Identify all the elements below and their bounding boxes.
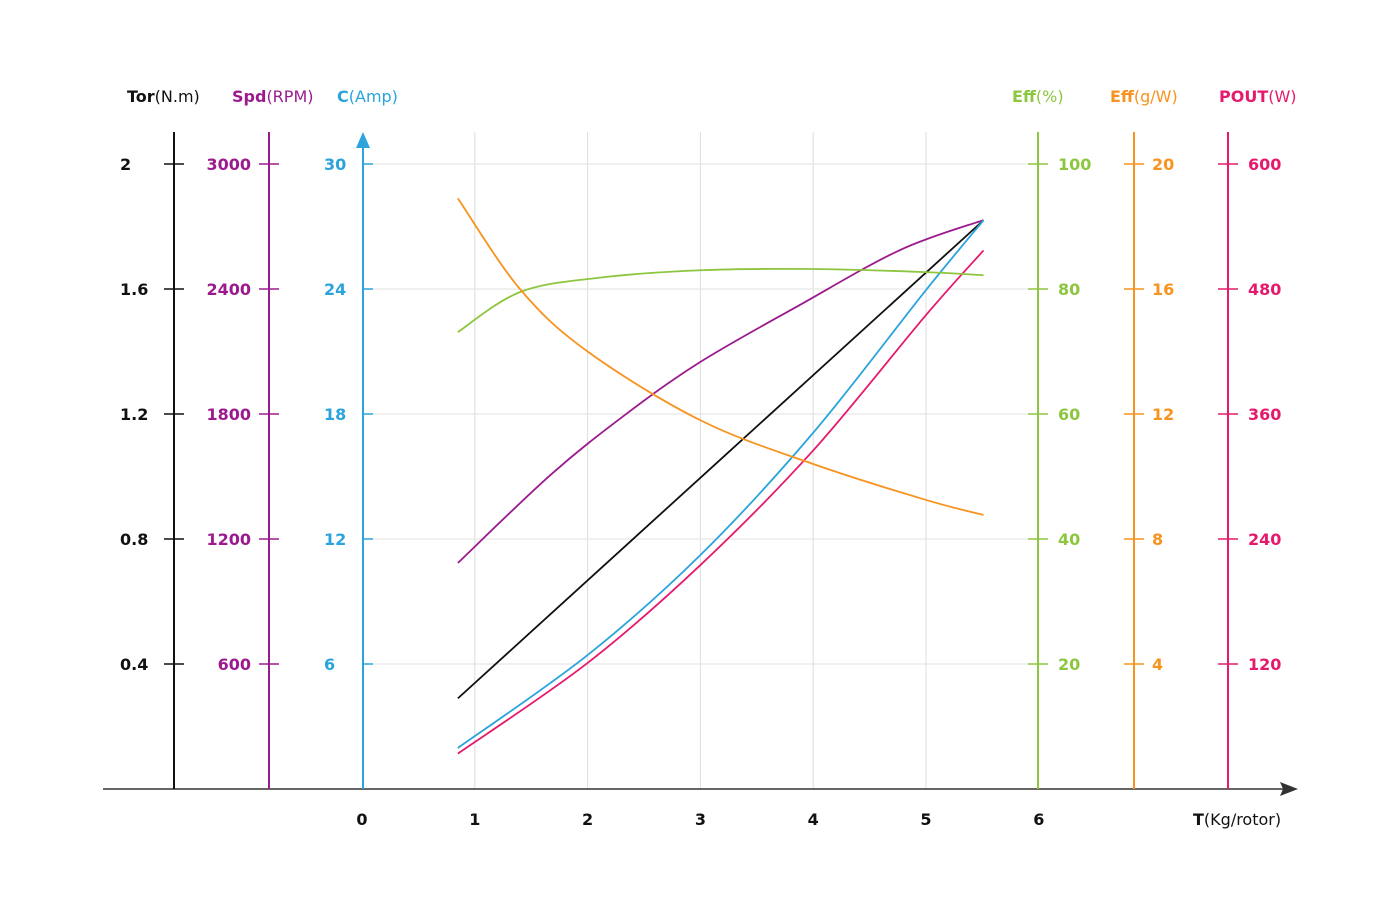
cur-tick-label: 6 <box>324 655 335 674</box>
cur-tick-label: 30 <box>324 155 346 174</box>
tor-tick-label: 0.4 <box>120 655 148 674</box>
series-line-tor <box>457 219 985 700</box>
cur-tick-label: 12 <box>324 530 346 549</box>
tor-tick-label: 1.2 <box>120 405 148 424</box>
cur-tick-label: 18 <box>324 405 346 424</box>
x-tick-label: 1 <box>469 810 480 829</box>
effp-tick-label: 80 <box>1058 280 1080 299</box>
pout-tick-label: 480 <box>1248 280 1281 299</box>
cur-axis-title: C(Amp) <box>337 87 398 106</box>
cur-axis-title-unit: (Amp) <box>349 87 398 106</box>
x-tick-label: 3 <box>695 810 706 829</box>
series-line-spd <box>457 219 984 564</box>
spd-axis-title-name: Spd <box>232 87 266 106</box>
effp-tick-label: 20 <box>1058 655 1080 674</box>
pout-tick-label: 120 <box>1248 655 1281 674</box>
current-axis-arrow-icon <box>356 132 370 148</box>
x-axis-label-bold: T <box>1193 810 1204 829</box>
effp-tick-label: 60 <box>1058 405 1080 424</box>
effp-tick-label: 40 <box>1058 530 1080 549</box>
cur-axis-title-name: C <box>337 87 349 106</box>
effp-axis-title: Eff(%) <box>1012 87 1064 106</box>
effg-axis-title-name: Eff <box>1110 87 1135 106</box>
pout-tick-label: 600 <box>1248 155 1281 174</box>
series-line-effg <box>457 197 984 516</box>
spd-tick-label: 3000 <box>206 155 251 174</box>
tor-tick-label: 2 <box>120 155 131 174</box>
effg-tick-label: 20 <box>1152 155 1174 174</box>
spd-axis-title-unit: (RPM) <box>266 87 313 106</box>
series-line-pout <box>457 249 985 755</box>
spd-tick-label: 600 <box>218 655 251 674</box>
x-axis-arrow-icon <box>1280 782 1298 796</box>
x-tick-label: 5 <box>920 810 931 829</box>
effp-axis-title-name: Eff <box>1012 87 1037 106</box>
x-tick-label: 6 <box>1033 810 1044 829</box>
effg-tick-label: 8 <box>1152 530 1163 549</box>
pout-tick-label: 240 <box>1248 530 1281 549</box>
spd-axis-title: Spd(RPM) <box>232 87 314 106</box>
pout-axis-title-name: POUT <box>1219 87 1268 106</box>
x-tick-label: 4 <box>808 810 819 829</box>
pout-tick-label: 360 <box>1248 405 1281 424</box>
effp-axis-title-unit: (%) <box>1036 87 1064 106</box>
effg-tick-label: 4 <box>1152 655 1163 674</box>
tor-tick-label: 1.6 <box>120 280 148 299</box>
effg-axis-title-unit: (g/W) <box>1134 87 1178 106</box>
series-line-effp <box>457 267 984 333</box>
effg-axis-title: Eff(g/W) <box>1110 87 1178 106</box>
tor-tick-label: 0.8 <box>120 530 148 549</box>
tor-axis-title: Tor(N.m) <box>127 87 200 106</box>
pout-axis-title-unit: (W) <box>1268 87 1296 106</box>
x-tick-label: 2 <box>582 810 593 829</box>
tor-axis-title-name: Tor <box>127 87 155 106</box>
x-tick-label: 0 <box>356 810 367 829</box>
x-axis-label-unit: (Kg/rotor) <box>1204 810 1281 829</box>
series-line-cur <box>457 219 985 749</box>
tor-axis-title-unit: (N.m) <box>155 87 200 106</box>
spd-tick-label: 1200 <box>206 530 251 549</box>
spd-tick-label: 1800 <box>206 405 251 424</box>
spd-tick-label: 2400 <box>206 280 251 299</box>
effg-tick-label: 12 <box>1152 405 1174 424</box>
effp-tick-label: 100 <box>1058 155 1091 174</box>
effg-tick-label: 16 <box>1152 280 1174 299</box>
cur-tick-label: 24 <box>324 280 346 299</box>
x-axis-label: T(Kg/rotor) <box>1193 810 1281 829</box>
pout-axis-title: POUT(W) <box>1219 87 1297 106</box>
